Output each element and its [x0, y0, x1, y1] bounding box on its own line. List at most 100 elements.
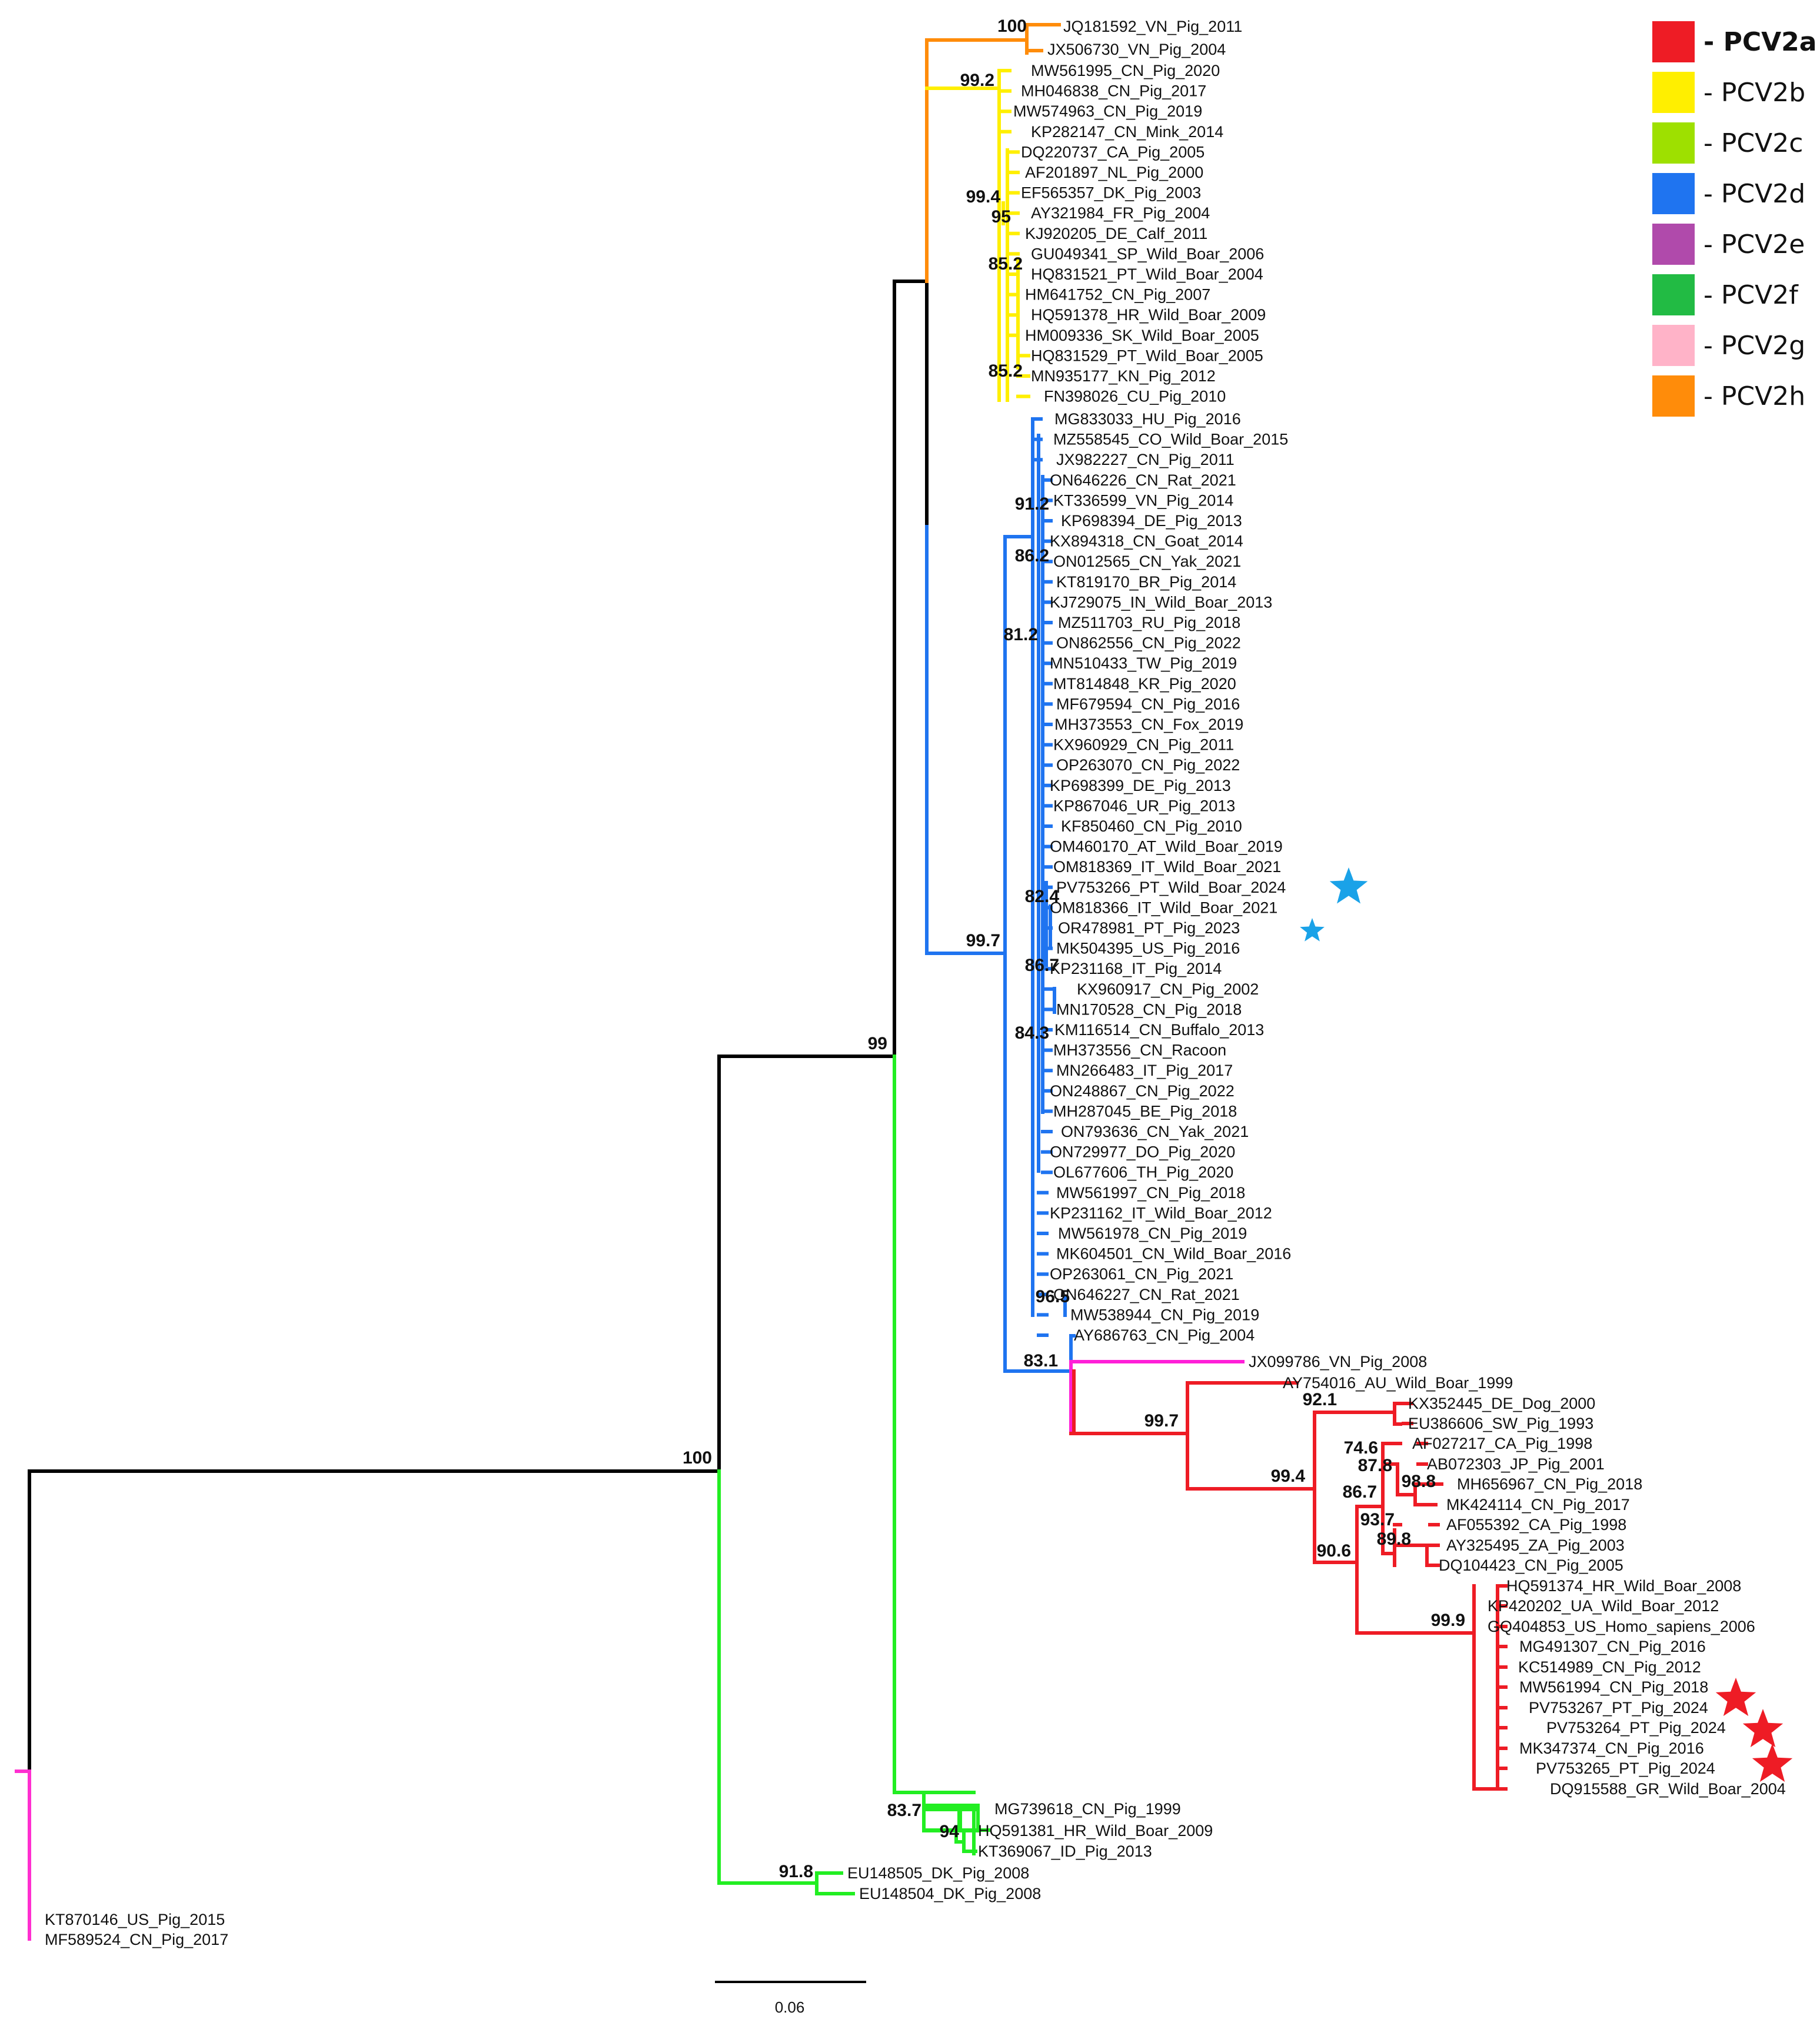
- leaf-label: MW561997_CN_Pig_2018: [1056, 1184, 1245, 1202]
- leaf-label: MF589524_CN_Pig_2017: [45, 1931, 228, 1948]
- leaf-label: PV753265_PT_Pig_2024: [1536, 1759, 1715, 1777]
- bootstrap-value: 85.2: [989, 254, 1023, 274]
- legend-swatch-pcv2e: [1652, 224, 1695, 265]
- bootstrap-value: 74.6: [1344, 1438, 1378, 1458]
- leaf-label: MN510433_TW_Pig_2019: [1050, 654, 1237, 672]
- leaf-label: KT369067_ID_Pig_2013: [978, 1842, 1152, 1860]
- leaf-label: MN935177_KN_Pig_2012: [1031, 367, 1216, 385]
- bootstrap-value: 100: [997, 16, 1027, 36]
- leaf-label: AY686763_CN_Pig_2004: [1074, 1326, 1255, 1344]
- legend-label: - PCV2e: [1703, 229, 1805, 260]
- leaf-label: KJ729075_IN_Wild_Boar_2013: [1050, 593, 1272, 611]
- leaf-label: JX506730_VN_Pig_2004: [1047, 41, 1226, 58]
- leaf-label: HQ591378_HR_Wild_Boar_2009: [1031, 306, 1266, 324]
- leaf-label: PV753266_PT_Wild_Boar_2024: [1056, 879, 1286, 896]
- leaf-label: MH373553_CN_Fox_2019: [1054, 716, 1243, 733]
- star-marker-icon: [1752, 1744, 1793, 1782]
- bootstrap-value: 98.8: [1402, 1472, 1436, 1491]
- leaf-label: MG739618_CN_Pig_1999: [994, 1800, 1181, 1818]
- leaf-label: OL677606_TH_Pig_2020: [1053, 1163, 1233, 1181]
- leaf-label: FN398026_CU_Pig_2010: [1044, 388, 1226, 405]
- leaf-label: PV753267_PT_Pig_2024: [1529, 1699, 1708, 1717]
- leaf-label: KT819170_BR_Pig_2014: [1056, 573, 1236, 591]
- leaf-label: AY321984_FR_Pig_2004: [1031, 204, 1210, 222]
- legend-swatch-pcv2a: [1652, 21, 1695, 62]
- leaf-label: HQ831521_PT_Wild_Boar_2004: [1031, 265, 1263, 283]
- leaf-label: MH046838_CN_Pig_2017: [1021, 82, 1206, 100]
- leaf-label: DQ104423_CN_Pig_2005: [1439, 1556, 1623, 1574]
- bootstrap-value: 86.2: [1015, 546, 1049, 566]
- legend-label: - PCV2g: [1703, 331, 1805, 361]
- bootstrap-value: 87.8: [1358, 1456, 1392, 1475]
- leaf-label: KP231162_IT_Wild_Boar_2012: [1050, 1204, 1272, 1222]
- leaf-label: DQ220737_CA_Pig_2005: [1021, 143, 1205, 161]
- bootstrap-value: 83.1: [1024, 1351, 1058, 1371]
- legend-label: - PCV2d: [1703, 179, 1805, 209]
- scale-bar-label: 0.06: [775, 1998, 805, 2016]
- leaf-label: OR478981_PT_Pig_2023: [1058, 919, 1240, 937]
- leaf-label: ON646227_CN_Rat_2021: [1053, 1286, 1240, 1303]
- leaf-label: MG833033_HU_Pig_2016: [1054, 410, 1241, 428]
- leaf-label: JX099786_VN_Pig_2008: [1249, 1353, 1427, 1371]
- leaf-label: HQ591374_HR_Wild_Boar_2008: [1506, 1577, 1741, 1595]
- bootstrap-value: 99.4: [1271, 1466, 1306, 1486]
- leaf-label: JQ181592_VN_Pig_2011: [1063, 18, 1242, 35]
- bootstrap-value: 84.3: [1015, 1023, 1049, 1043]
- leaf-label: EF565357_DK_Pig_2003: [1021, 184, 1201, 202]
- leaf-label: MH287045_BE_Pig_2018: [1053, 1102, 1237, 1120]
- star-marker-icon: [1715, 1678, 1756, 1717]
- leaf-label: OM818366_IT_Wild_Boar_2021: [1050, 899, 1277, 916]
- leaf-label: ON862556_CN_Pig_2022: [1056, 634, 1241, 652]
- leaf-label: MH656967_CN_Pig_2018: [1457, 1475, 1642, 1493]
- leaf-label: ON729977_DO_Pig_2020: [1050, 1143, 1235, 1161]
- leaf-label: KT336599_VN_Pig_2014: [1053, 491, 1233, 509]
- leaf-label: MK504395_US_Pig_2016: [1056, 940, 1240, 957]
- leaf-label: KT870146_US_Pig_2015: [45, 1911, 225, 1928]
- leaf-label: MK347374_CN_Pig_2016: [1519, 1739, 1704, 1757]
- legend-label: - PCV2b: [1703, 78, 1805, 108]
- bootstrap-value: 99.7: [1144, 1411, 1179, 1431]
- bootstrap-value: 99: [868, 1034, 887, 1053]
- leaf-label: MW561994_CN_Pig_2018: [1519, 1678, 1708, 1696]
- legend-swatch-pcv2c: [1652, 122, 1695, 164]
- leaf-label: MK424114_CN_Pig_2017: [1446, 1496, 1630, 1514]
- leaf-label: OM460170_AT_Wild_Boar_2019: [1050, 838, 1283, 856]
- leaf-label: DQ915588_GR_Wild_Boar_2004: [1550, 1780, 1786, 1798]
- leaf-label: MG491307_CN_Pig_2016: [1519, 1638, 1706, 1655]
- legend-swatch-pcv2g: [1652, 325, 1695, 366]
- leaf-label: ON012565_CN_Yak_2021: [1053, 553, 1241, 570]
- leaf-label: KP231168_IT_Pig_2014: [1050, 960, 1222, 977]
- leaf-label: HQ831529_PT_Wild_Boar_2005: [1031, 347, 1263, 364]
- leaf-label: HM009336_SK_Wild_Boar_2005: [1025, 327, 1259, 344]
- leaf-label: ON793636_CN_Yak_2021: [1061, 1123, 1249, 1140]
- bootstrap-value: 99.4: [966, 187, 1001, 207]
- leaf-label: ON248867_CN_Pig_2022: [1050, 1082, 1235, 1100]
- legend-swatch-pcv2h: [1652, 375, 1695, 417]
- leaf-label: KP698394_DE_Pig_2013: [1061, 512, 1242, 530]
- leaf-label: MN170528_CN_Pig_2018: [1056, 1000, 1242, 1018]
- leaf-label: HM641752_CN_Pig_2007: [1025, 286, 1210, 304]
- legend-label: - PCV2a: [1703, 27, 1816, 57]
- leaf-label: AF027217_CA_Pig_1998: [1412, 1435, 1592, 1452]
- leaf-label: KJ920205_DE_Calf_2011: [1025, 225, 1207, 242]
- bootstrap-value: 81.2: [1004, 625, 1038, 644]
- leaf-label: EU148504_DK_Pig_2008: [859, 1885, 1041, 1902]
- leaf-label: HQ591381_HR_Wild_Boar_2009: [978, 1822, 1213, 1840]
- leaf-label: MH373556_CN_Racoon: [1053, 1042, 1226, 1059]
- leaf-label: MT814848_KR_Pig_2020: [1053, 675, 1236, 693]
- legend-swatch-pcv2f: [1652, 274, 1695, 315]
- leaf-label: GU049341_SP_Wild_Boar_2006: [1031, 245, 1264, 262]
- star-marker-icon: [1300, 918, 1325, 942]
- leaf-label: KP282147_CN_Mink_2014: [1031, 123, 1223, 141]
- leaf-label: MF679594_CN_Pig_2016: [1056, 695, 1240, 713]
- legend-swatch-pcv2b: [1652, 72, 1695, 113]
- leaf-label: AY325495_ZA_Pig_2003: [1446, 1536, 1625, 1554]
- bootstrap-value: 90.6: [1317, 1541, 1351, 1561]
- leaf-label: EU386606_SW_Pig_1993: [1408, 1415, 1593, 1432]
- bootstrap-value: 82.4: [1025, 887, 1060, 906]
- legend-swatch-pcv2d: [1652, 173, 1695, 214]
- bootstrap-value: 94: [940, 1822, 960, 1841]
- bootstrap-value: 91.8: [779, 1862, 813, 1881]
- leaf-label: MW574963_CN_Pig_2019: [1013, 102, 1202, 120]
